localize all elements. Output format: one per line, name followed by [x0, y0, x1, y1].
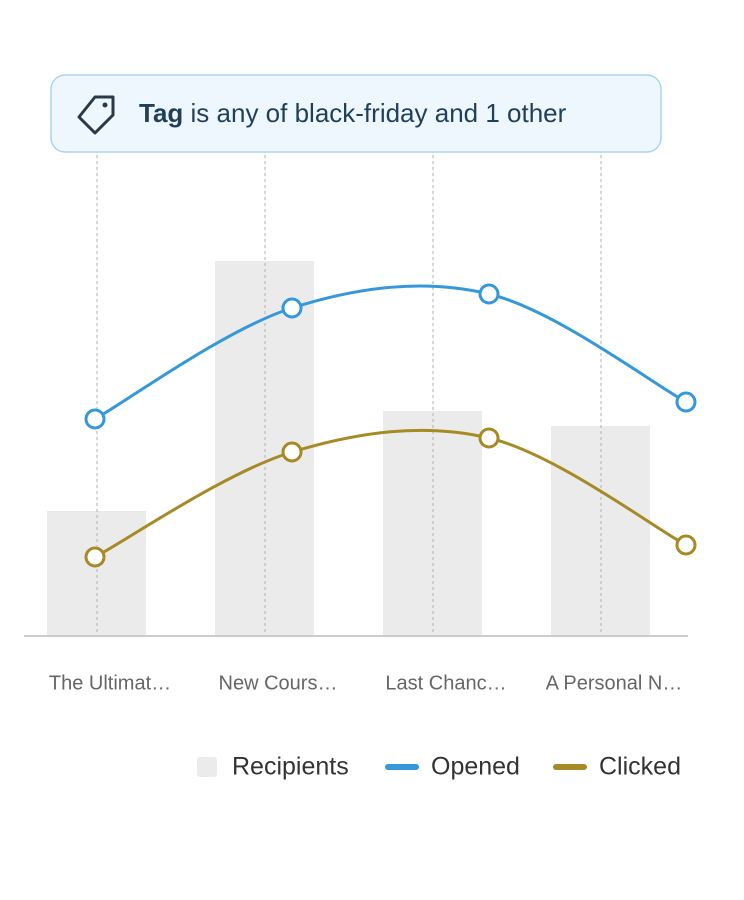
tag-icon: [77, 95, 115, 135]
legend-label: Opened: [431, 753, 520, 781]
point: [281, 441, 303, 463]
point: [478, 283, 500, 305]
point: [84, 546, 106, 568]
line: [94, 284, 687, 421]
bar: [47, 511, 146, 636]
guides: [96, 155, 602, 636]
filter-pill: [50, 74, 662, 153]
x-tick-label: A Personal N…: [546, 672, 683, 694]
x-tick-label: The Ultimat…: [49, 672, 171, 694]
filter-field: Tag: [139, 98, 183, 128]
filter-text: Tag is any of black-friday and 1 other: [139, 98, 567, 128]
point: [84, 408, 106, 430]
line: [94, 428, 687, 559]
point: [281, 297, 303, 319]
lines: [84, 283, 697, 568]
x-tick-label: Last Chanc…: [385, 672, 506, 694]
bars: [47, 261, 650, 636]
legend-label: Clicked: [599, 753, 681, 781]
legend-label: Recipients: [232, 753, 349, 781]
point: [675, 391, 697, 413]
x-tick-label: New Cours…: [219, 672, 338, 694]
point: [478, 427, 500, 449]
point: [675, 534, 697, 556]
filter-condition: is any of black-friday and 1 other: [191, 98, 567, 128]
legend-swatch: [197, 757, 217, 777]
